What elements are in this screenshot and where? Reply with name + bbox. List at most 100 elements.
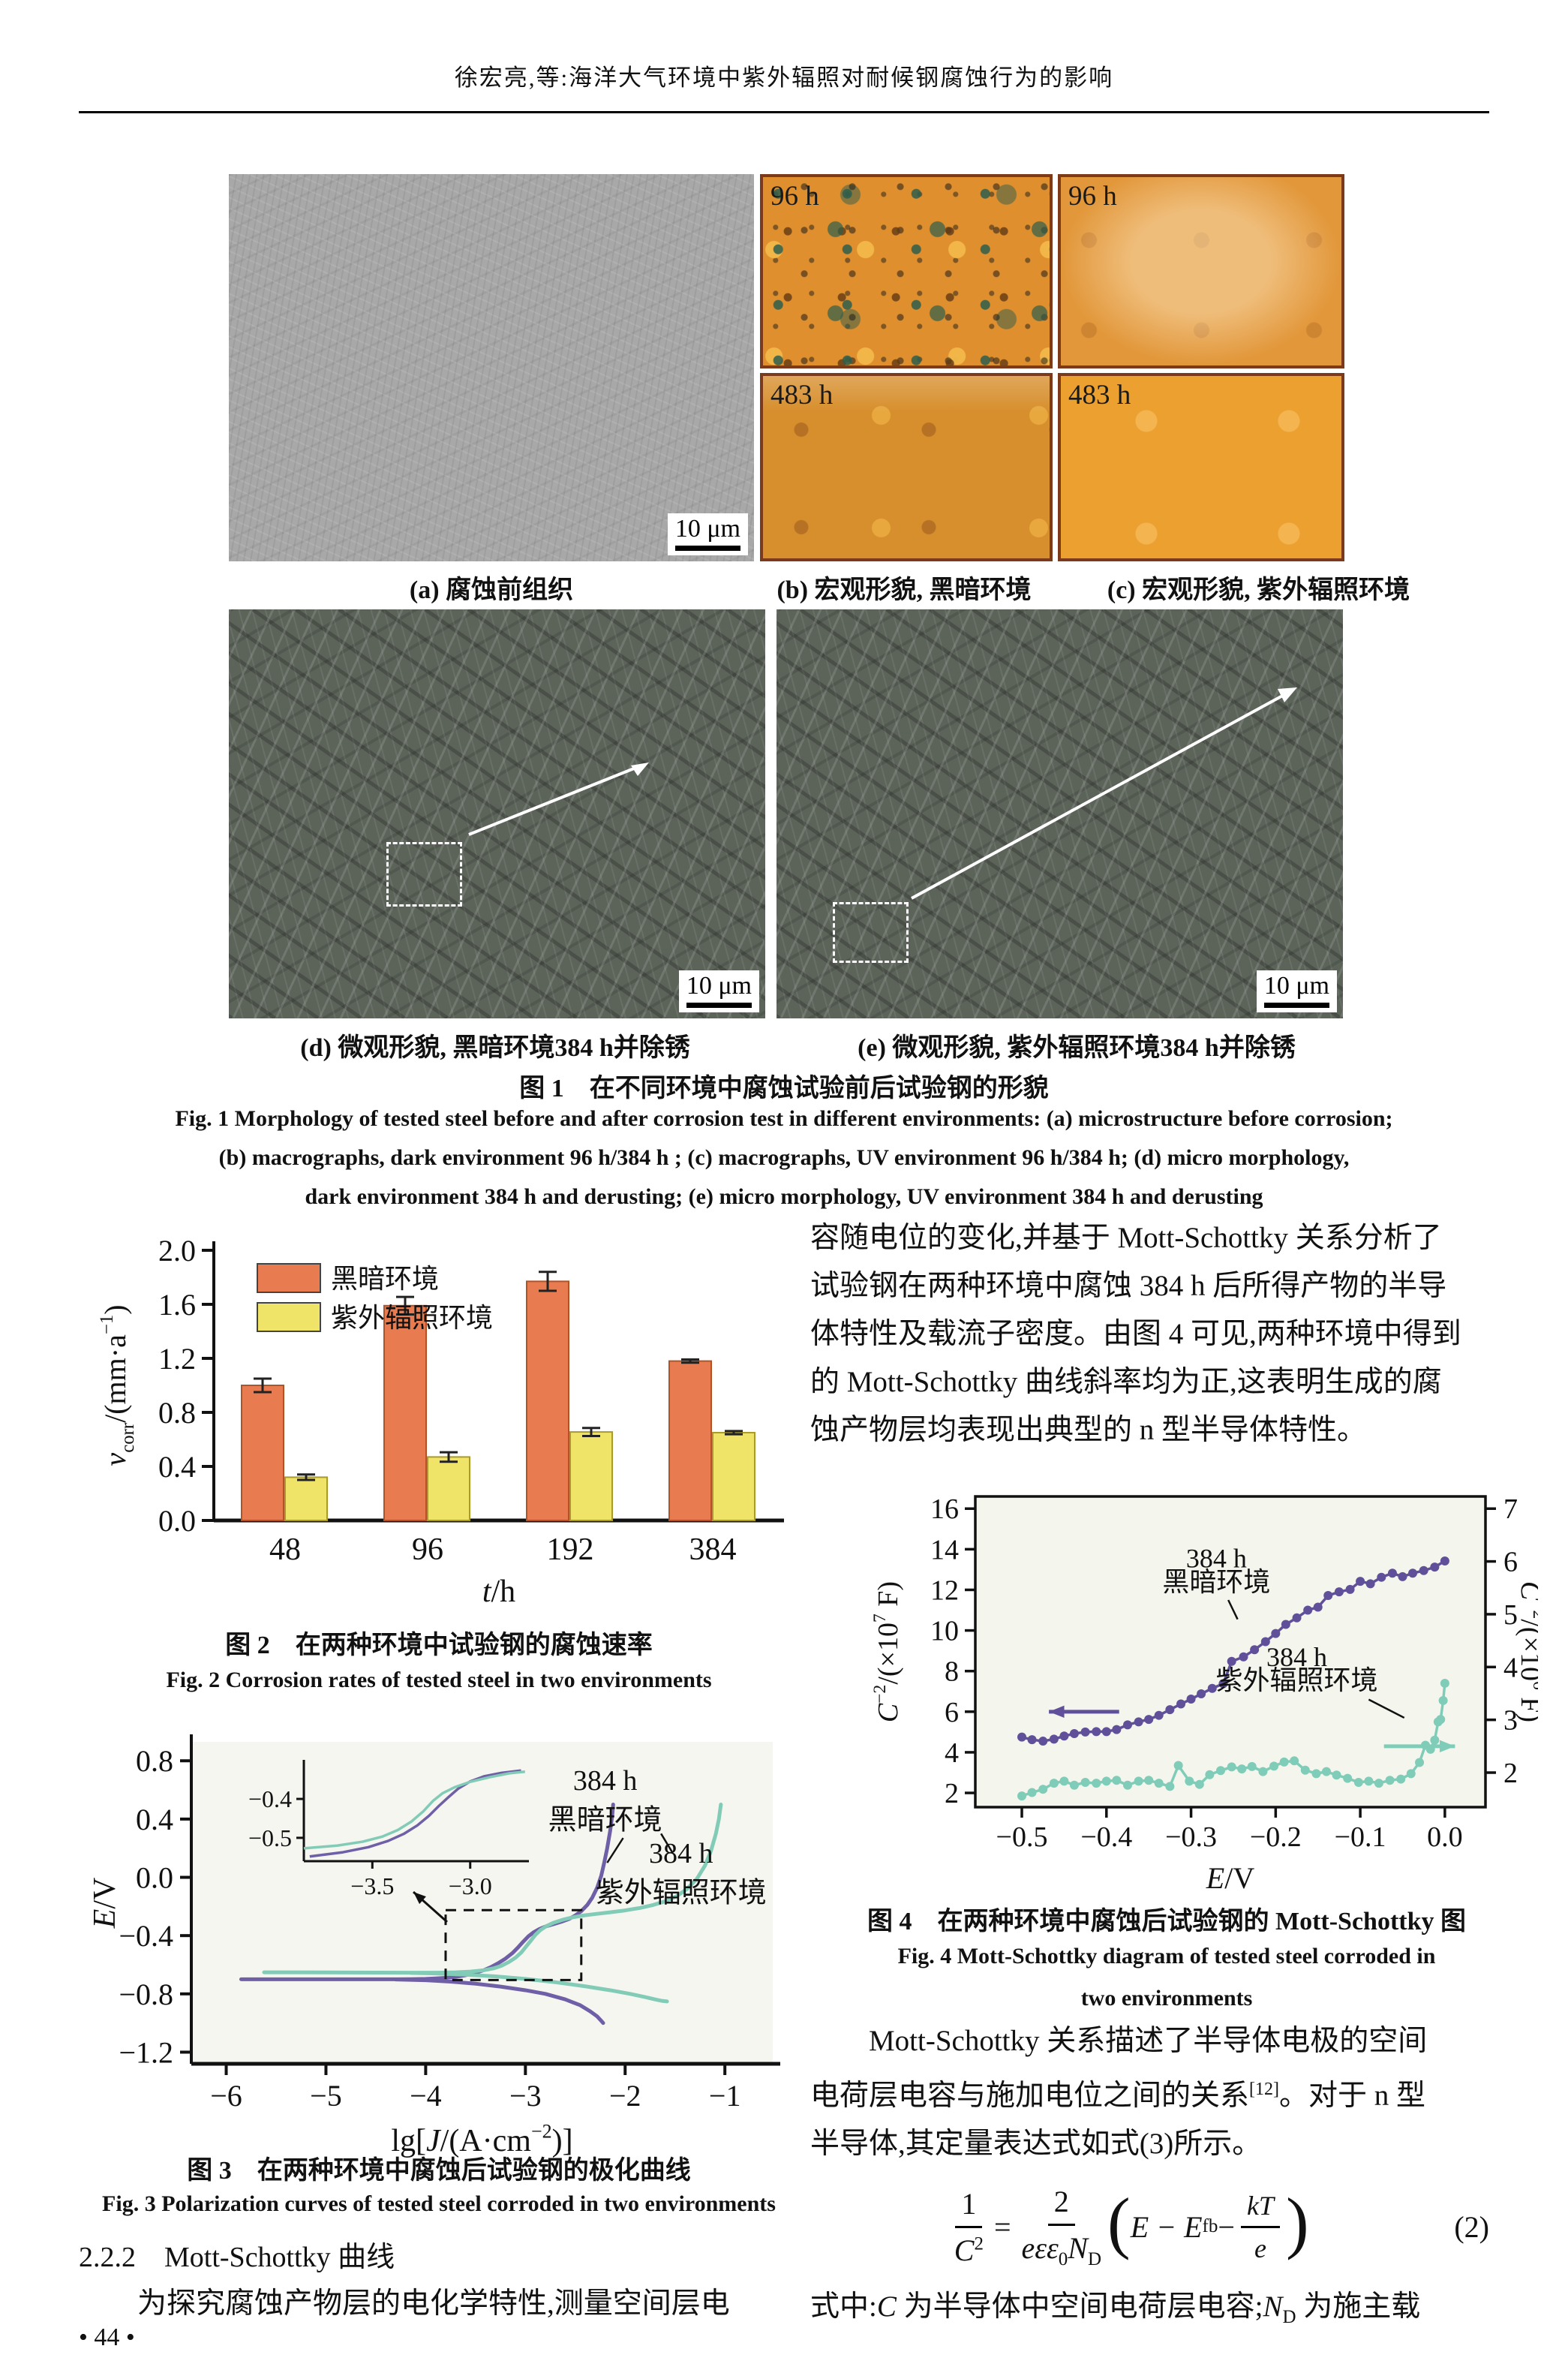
- fig4-title-zh: 图 4 在两种环境中腐蚀后试验钢的 Mott-Schottky 图: [867, 1908, 1467, 1935]
- figure2-bar-chart: 0.0 0.4 0.8 1.2 1.6 2.0 48 96 192 384 t/h vcorr​/(m…: [97, 1234, 784, 1609]
- page-number: • 44 •: [79, 2323, 135, 2351]
- svg-text:0.0: 0.0: [158, 1504, 196, 1538]
- fig1-panel-c96-image: 96 h: [1058, 174, 1344, 368]
- scalebar-a: 10 μm: [667, 513, 748, 555]
- svg-text:−4: −4: [410, 2079, 442, 2113]
- paragraph-right-1: 容随电位的变化,并基于 Mott-Schottky 关系分析了 试验钢在两种环境…: [810, 1214, 1523, 1454]
- text-line: 的 Mott-Schottky 曲线斜率均为正,这表明生成的腐: [810, 1366, 1442, 1398]
- svg-text:0.8: 0.8: [136, 1744, 173, 1778]
- svg-text:384 h: 384 h: [649, 1838, 713, 1869]
- svg-text:E/V: E/V: [88, 1878, 122, 1929]
- time-label: 96 h: [1068, 181, 1117, 212]
- scalebar-line: [686, 1003, 752, 1008]
- fig1-panel-b483-image: 483 h: [760, 373, 1053, 561]
- svg-text:16: 16: [930, 1493, 959, 1525]
- svg-text:−0.5: −0.5: [996, 1821, 1048, 1853]
- fraction-rhs: 2 eεε0ND: [1021, 2184, 1102, 2269]
- svg-text:2: 2: [1503, 1758, 1518, 1789]
- fig2-title-en: Fig. 2 Corrosion rates of tested steel i…: [166, 1668, 712, 1692]
- svg-text:紫外辐照环境: 紫外辐照环境: [596, 1878, 767, 1909]
- svg-text:E/V: E/V: [1206, 1861, 1255, 1895]
- svg-text:t/h: t/h: [482, 1574, 515, 1609]
- svg-text:5: 5: [1503, 1599, 1518, 1631]
- text-line: 蚀产物层均表现出典型的 n 型半导体特性。: [810, 1414, 1367, 1446]
- header-rule: [79, 111, 1489, 113]
- fig1-caption-c: (c) 宏观形貌, 紫外辐照环境: [1107, 576, 1410, 604]
- fig1-title-zh: 图 1 在不同环境中腐蚀试验前后试验钢的形貌: [519, 1075, 1049, 1102]
- svg-text:−1.2: −1.2: [119, 2035, 173, 2069]
- time-label: 483 h: [1068, 380, 1131, 411]
- highlight-box: [833, 902, 909, 963]
- fig2-title-zh: 图 2 在两种环境中试验钢的腐蚀速率: [225, 1632, 653, 1659]
- svg-text:96: 96: [412, 1532, 443, 1567]
- fig1-panel-a-image: 10 μm: [229, 174, 754, 561]
- figure4-mott-schottky-chart: 2 4 6 8 10 12 14 16 2 3 4 5 6 7 −0.5 −0.4 −0.3 −0.2 −0.1 0.…: [870, 1493, 1538, 1895]
- arrow-overlay: [468, 762, 649, 836]
- svg-text:0.0: 0.0: [136, 1861, 173, 1895]
- svg-text:6: 6: [945, 1697, 959, 1728]
- svg-text:−3.0: −3.0: [449, 1872, 492, 1899]
- svg-text:192: 192: [547, 1532, 594, 1567]
- svg-text:12: 12: [930, 1574, 959, 1606]
- fig1-caption-a: (a) 腐蚀前组织: [409, 576, 574, 604]
- svg-text:紫外辐照环境: 紫外辐照环境: [1216, 1665, 1378, 1695]
- svg-text:4: 4: [1503, 1652, 1518, 1683]
- svg-text:−3.5: −3.5: [350, 1872, 394, 1899]
- svg-text:48: 48: [269, 1532, 301, 1567]
- equation-number: (2): [1454, 2209, 1489, 2244]
- running-header: 徐宏亮,等:海洋大气环境中紫外辐照对耐候钢腐蚀行为的影响: [454, 65, 1114, 91]
- svg-text:lg[J/(A·cm−2​)]: lg[J/(A·cm−2​)]: [391, 2120, 572, 2158]
- fig1-title-en-line3: dark environment 384 h and derusting; (e…: [305, 1184, 1263, 1209]
- fig1-panel-c483-image: 483 h: [1058, 373, 1344, 561]
- svg-text:2: 2: [945, 1778, 959, 1809]
- svg-text:2.0: 2.0: [158, 1234, 196, 1268]
- scalebar-d: 10 μm: [678, 970, 759, 1012]
- svg-text:C−2​/(×106​ F): C−2​/(×106​ F): [1515, 1581, 1538, 1722]
- citation-12: [12]: [1249, 2080, 1279, 2099]
- svg-text:3: 3: [1503, 1705, 1518, 1737]
- svg-text:−6: −6: [210, 2079, 242, 2113]
- svg-text:0.0: 0.0: [1427, 1821, 1463, 1853]
- scalebar-e: 10 μm: [1256, 970, 1337, 1012]
- text-line: 电荷层电容与施加电位之间的关系[12]。对于 n 型: [810, 2080, 1426, 2112]
- svg-text:1.6: 1.6: [158, 1288, 196, 1322]
- highlight-box: [386, 842, 462, 907]
- fig3-title-en: Fig. 3 Polarization curves of tested ste…: [102, 2191, 776, 2216]
- fig1-panel-d-image: 10 μm: [229, 609, 765, 1018]
- svg-text:−0.8: −0.8: [119, 1977, 173, 2011]
- fig1-title-en-line1: Fig. 1 Morphology of tested steel before…: [175, 1106, 1393, 1131]
- svg-text:vcorr​/(mm·a−1​): vcorr​/(mm·a−1​): [97, 1304, 138, 1466]
- text-line: 体特性及载流子密度。由图 4 可见,两种环境中得到: [810, 1318, 1461, 1350]
- svg-text:−3: −3: [509, 2079, 542, 2113]
- svg-text:8: 8: [945, 1656, 959, 1688]
- scalebar-line: [674, 546, 740, 551]
- svg-text:6: 6: [1503, 1547, 1518, 1578]
- text-line: Mott-Schottky 关系描述了半导体电极的空间: [810, 2025, 1428, 2057]
- svg-text:14: 14: [930, 1534, 959, 1565]
- svg-text:−0.4: −0.4: [119, 1919, 173, 1953]
- text-line: 半导体,其定量表达式如式(3)所示。: [810, 2128, 1262, 2160]
- fig1-title-en-line2: (b) macrographs, dark environment 96 h/3…: [218, 1145, 1350, 1170]
- section-heading-2-2-2: 2.2.2 Mott-Schottky 曲线: [79, 2242, 395, 2273]
- fig4-title-en-line2: two environments: [1080, 1986, 1253, 2011]
- fig4-title-en-line1: Fig. 4 Mott-Schottky diagram of tested s…: [897, 1944, 1436, 1968]
- svg-text:10: 10: [930, 1616, 959, 1647]
- fig3-title-zh: 图 3 在两种环境中腐蚀后试验钢的极化曲线: [187, 2157, 691, 2185]
- svg-text:−0.3: −0.3: [1165, 1821, 1217, 1853]
- svg-text:−0.1: −0.1: [1335, 1821, 1386, 1853]
- svg-text:−0.5: −0.5: [248, 1824, 292, 1851]
- svg-text:−1: −1: [709, 2079, 741, 2113]
- svg-text:1.2: 1.2: [158, 1342, 196, 1376]
- figure3-polarization-chart: −1.2 −0.8 −0.4 0.0 0.4 0.8 −6 −5 −4 −3 −2 −1 −0.4 −0.…: [88, 1734, 780, 2158]
- fig1-panel-b96-image: 96 h: [760, 174, 1053, 368]
- svg-text:−0.4: −0.4: [1080, 1821, 1132, 1853]
- svg-text:C−2​/(×107​ F): C−2​/(×107​ F): [870, 1581, 904, 1722]
- fig1-caption-e: (e) 微观形貌, 紫外辐照环境384 h并除锈: [858, 1034, 1296, 1062]
- svg-text:0.8: 0.8: [158, 1396, 196, 1430]
- scalebar-line: [1263, 1003, 1329, 1008]
- text-line: 试验钢在两种环境中腐蚀 384 h 后所得产物的半导: [810, 1270, 1447, 1302]
- text-line: 容随电位的变化,并基于 Mott-Schottky 关系分析了: [810, 1222, 1442, 1254]
